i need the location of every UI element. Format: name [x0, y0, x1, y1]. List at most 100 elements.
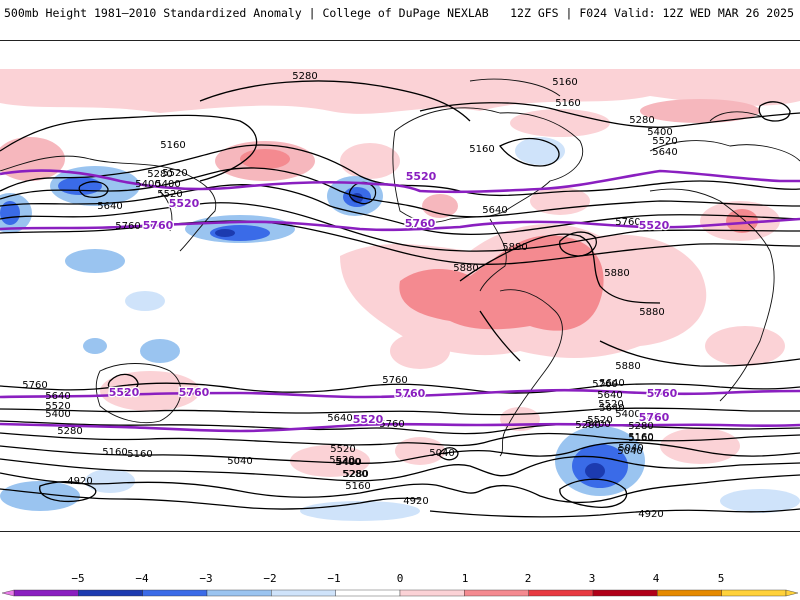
colorbar-max-arrow [785, 589, 799, 597]
svg-text:5640: 5640 [45, 391, 70, 402]
contour-label: 5640 [97, 201, 122, 212]
svg-text:5880: 5880 [502, 242, 527, 253]
svg-text:5520: 5520 [157, 189, 182, 200]
svg-text:5400: 5400 [335, 457, 360, 468]
svg-text:5280: 5280 [292, 71, 317, 82]
anomaly-shading [0, 69, 800, 521]
svg-text:5640: 5640 [482, 205, 507, 216]
colorbar-segment [528, 589, 594, 597]
highlight-contour-label: 5760 [639, 411, 670, 424]
contour-label: 5880 [453, 263, 478, 274]
contour-label: 5040 [618, 443, 643, 454]
colorbar-tick-label: 1 [461, 572, 469, 585]
contour-label: 5880 [502, 242, 527, 253]
contour-label: 5520 [330, 444, 355, 455]
svg-text:5520: 5520 [598, 399, 623, 410]
contour-label: 5520 [329, 455, 354, 466]
highlight-contour-label: 5520 [169, 197, 200, 210]
contour-label: 5640 [599, 403, 624, 414]
highlight-contour-label: 5520 [639, 219, 670, 232]
svg-text:5880: 5880 [615, 361, 640, 372]
contour-labels: 5280516051605280540055205640516054005520… [22, 71, 677, 520]
contour-label: 5760 [379, 419, 404, 430]
svg-text:5520: 5520 [652, 136, 677, 147]
contour-label: 5040 [617, 446, 642, 457]
svg-text:5640: 5640 [599, 403, 624, 414]
colorbar-segment [206, 589, 272, 597]
contour-label: 5520 [587, 415, 612, 426]
contour-label: 5400 [585, 419, 610, 430]
svg-text:5160: 5160 [127, 449, 152, 460]
highlight-contour-label: 5520 [109, 386, 140, 399]
svg-text:5880: 5880 [453, 263, 478, 274]
svg-text:5400: 5400 [615, 409, 640, 420]
contour-label: 4920 [67, 476, 92, 487]
contour-label: 5280 [342, 469, 367, 480]
svg-text:5640: 5640 [327, 413, 352, 424]
contour-label: 5400 [647, 127, 672, 138]
contour-label: 5640 [652, 147, 677, 158]
svg-text:5400: 5400 [155, 179, 180, 190]
colorbar: −5 −4 −3 −2 −1 0 1 2 3 4 5 [0, 572, 800, 598]
svg-text:5040: 5040 [618, 443, 643, 454]
contour-label: 5520 [162, 168, 187, 179]
highlight-contour-label: 5760 [405, 217, 436, 230]
colorbar-tick-label: 3 [588, 572, 596, 585]
highlight-contour-label: 5760 [179, 386, 210, 399]
svg-text:5760: 5760 [615, 217, 640, 228]
svg-text:5280: 5280 [343, 469, 368, 480]
contour-label: 5880 [639, 307, 664, 318]
map-title: 500mb Height 1981–2010 Standardized Anom… [4, 6, 489, 20]
svg-text:5160: 5160 [628, 432, 653, 443]
svg-text:5280: 5280 [342, 469, 367, 480]
colorbar-segment [13, 589, 79, 597]
colorbar-min-arrow [1, 589, 15, 597]
contour-label: 5760 [382, 375, 407, 386]
svg-text:5520: 5520 [162, 168, 187, 179]
svg-text:5520: 5520 [587, 415, 612, 426]
contour-label: 5280 [57, 426, 82, 437]
svg-text:5640: 5640 [97, 201, 122, 212]
svg-text:5880: 5880 [604, 268, 629, 279]
colorbar-tick-label: −2 [263, 572, 277, 585]
colorbar-segment [78, 589, 143, 597]
contour-label: 5520 [652, 136, 677, 147]
svg-text:5520: 5520 [329, 455, 354, 466]
svg-text:5040: 5040 [429, 448, 454, 459]
contour-label: 5160 [127, 449, 152, 460]
contour-label: 5040 [227, 456, 252, 467]
svg-text:5040: 5040 [227, 456, 252, 467]
svg-text:5280: 5280 [628, 421, 653, 432]
contour-label: 5160 [469, 144, 494, 155]
contour-label: 5280 [147, 169, 172, 180]
svg-text:5520: 5520 [45, 401, 70, 412]
colorbar-segment [142, 589, 208, 597]
svg-text:5040: 5040 [617, 446, 642, 457]
colorbar-segment [271, 589, 336, 597]
svg-text:5760: 5760 [592, 379, 617, 390]
contour-label: 5400 [335, 457, 360, 468]
contour-label: 5160 [345, 481, 370, 492]
highlight-contour-label: 5760 [647, 387, 678, 400]
contour-label: 5760 [592, 379, 617, 390]
svg-text:5400: 5400 [336, 457, 361, 468]
colorbar-tick-label: −3 [199, 572, 213, 585]
colorbar-tick-label: −1 [327, 572, 341, 585]
svg-text:5160: 5160 [160, 140, 185, 151]
highlight-contour-label: 5520 [406, 170, 437, 183]
colorbar-tick-label: 5 [717, 572, 725, 585]
svg-text:5760: 5760 [382, 375, 407, 386]
svg-text:5160: 5160 [628, 433, 653, 444]
svg-text:5160: 5160 [555, 98, 580, 109]
colorbar-segment [464, 589, 529, 597]
colorbar-tick-label: −5 [71, 572, 85, 585]
svg-text:5760: 5760 [22, 380, 47, 391]
colorbar-segment [657, 589, 722, 597]
highlight-contour-label: 5760 [395, 387, 426, 400]
height-contours [0, 80, 800, 518]
map-frame: 5280 5160 5160 5280 5400 5520 5640 5160 5400 5520… [0, 40, 800, 532]
contour-label: 5760 [22, 380, 47, 391]
svg-text:5160: 5160 [552, 77, 577, 88]
contour-label: 5160 [102, 447, 127, 458]
